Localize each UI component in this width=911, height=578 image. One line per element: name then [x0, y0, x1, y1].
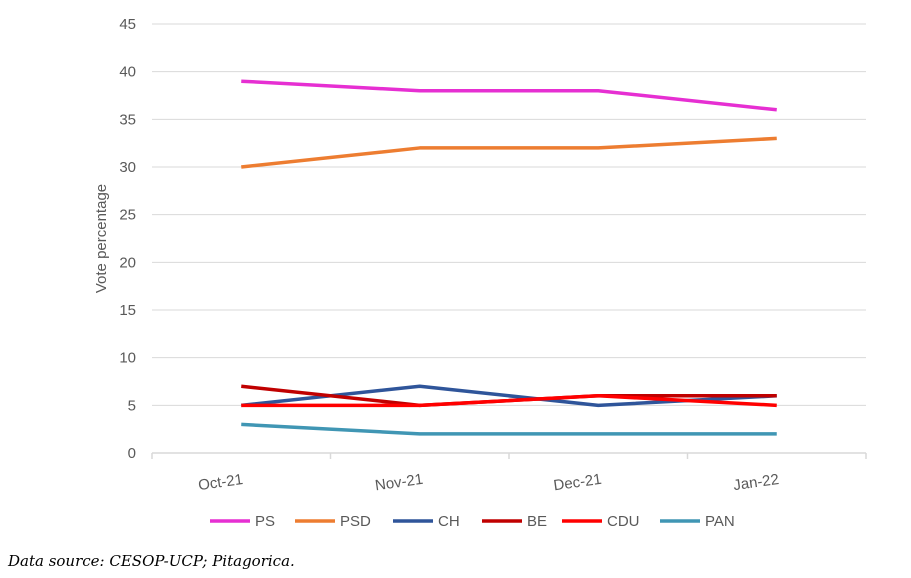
line-chart: 0 5 10 15 20 25 30 35 40 45 Oct-21 Nov-21 Dec-21 Jan-…	[93, 16, 867, 530]
x-tick-label: Nov-21	[374, 471, 424, 495]
y-tick-label: 30	[119, 159, 136, 176]
x-tick-label: Jan-22	[732, 471, 780, 494]
legend-label: CDU	[607, 513, 640, 530]
y-tick-label: 10	[119, 350, 136, 367]
y-tick-label: 0	[128, 445, 136, 462]
y-tick-label: 20	[119, 254, 136, 271]
legend-label: PAN	[705, 513, 735, 530]
legend-label: BE	[527, 513, 547, 530]
y-tick-label: 45	[119, 16, 136, 33]
y-axis-label: Vote percentage	[93, 184, 110, 293]
y-tick-label: 35	[119, 111, 136, 128]
legend-label: PS	[255, 513, 275, 530]
x-tick-label: Dec-21	[552, 471, 602, 495]
series-line-psd	[241, 136, 777, 169]
x-tick-label: Oct-21	[197, 471, 244, 494]
series-line-ps	[241, 79, 777, 112]
series-line-cdu	[241, 394, 777, 408]
legend-label: PSD	[340, 513, 371, 530]
y-tick-label: 25	[119, 207, 136, 224]
y-tick-label: 40	[119, 64, 136, 81]
series-line-pan	[241, 422, 777, 436]
legend-label: CH	[438, 513, 460, 530]
data-source-note: Data source: CESOP-UCP; Pitagorica.	[8, 552, 295, 570]
y-tick-label: 5	[128, 397, 136, 414]
y-tick-label: 15	[119, 302, 136, 319]
